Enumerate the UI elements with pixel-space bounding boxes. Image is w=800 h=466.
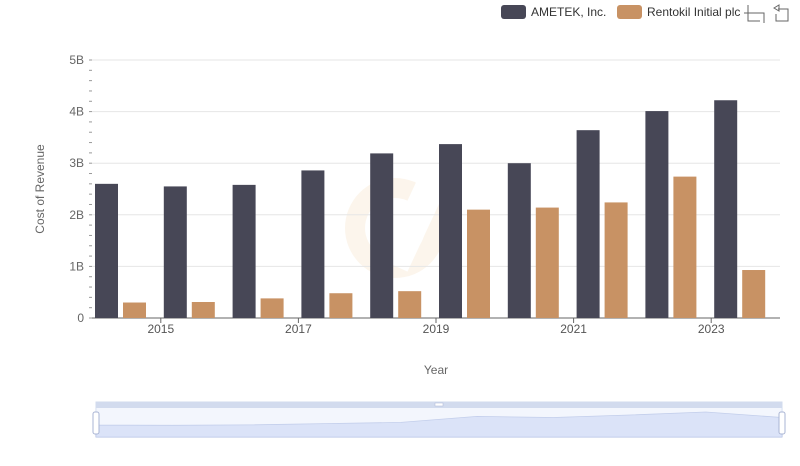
bar-rentokil-2015[interactable] [191,302,215,318]
bar-ametek-2020[interactable] [507,163,531,318]
bar-rentokil-2020[interactable] [535,207,559,318]
x-axis-label: Year [424,363,448,377]
x-tick-label: 2017 [285,322,312,336]
y-axis-label: Cost of Revenue [33,144,47,234]
y-tick-label: 3B [69,156,84,170]
bar-ametek-2014[interactable] [95,183,118,318]
bar-ametek-2023[interactable] [714,100,738,318]
legend-swatch-ametek [501,5,526,19]
zoom-select-icon[interactable] [744,5,765,23]
x-tick-label: 2021 [560,322,587,336]
x-tick-label: 2015 [147,322,174,336]
bar-rentokil-2023[interactable] [742,270,766,318]
bar-rentokil-2018[interactable] [398,291,422,318]
y-tick-label: 2B [69,208,84,222]
legend-swatch-rentokil [617,5,642,19]
data-zoom-right-handle[interactable] [778,411,786,435]
bar-ametek-2016[interactable] [232,184,256,318]
bar-rentokil-2017[interactable] [329,293,353,318]
bar-ametek-2021[interactable] [576,130,600,318]
y-tick-label: 4B [69,105,84,119]
legend-item-ametek[interactable]: AMETEK, Inc. [501,5,606,19]
data-zoom-slider[interactable] [92,401,786,438]
bar-rentokil-2021[interactable] [604,202,628,318]
zoom-restore-icon[interactable] [773,4,789,22]
legend-label-rentokil: Rentokil Initial plc [647,5,740,19]
data-zoom-move-handle-icon[interactable] [434,402,444,407]
bar-ametek-2017[interactable] [301,170,325,318]
bar-ametek-2019[interactable] [439,144,462,318]
y-tick-label: 1B [69,259,84,273]
x-tick-label: 2019 [423,322,450,336]
data-zoom-left-handle[interactable] [92,411,100,435]
x-tick-label: 2023 [698,322,725,336]
legend-label-ametek: AMETEK, Inc. [531,5,606,19]
bar-ametek-2022[interactable] [645,111,669,318]
watermark-logo [345,168,450,278]
bar-rentokil-2022[interactable] [673,176,697,318]
bar-ametek-2018[interactable] [370,153,394,318]
legend-item-rentokil[interactable]: Rentokil Initial plc [617,5,740,19]
y-tick-label: 5B [69,53,84,67]
bar-rentokil-2014[interactable] [123,302,146,318]
bar-rentokil-2019[interactable] [467,209,490,318]
bar-rentokil-2016[interactable] [260,298,284,318]
y-tick-label: 0 [77,311,84,325]
bars[interactable] [95,100,766,318]
legend[interactable]: AMETEK, Inc. Rentokil Initial plc [501,5,740,19]
bar-ametek-2015[interactable] [163,186,187,318]
